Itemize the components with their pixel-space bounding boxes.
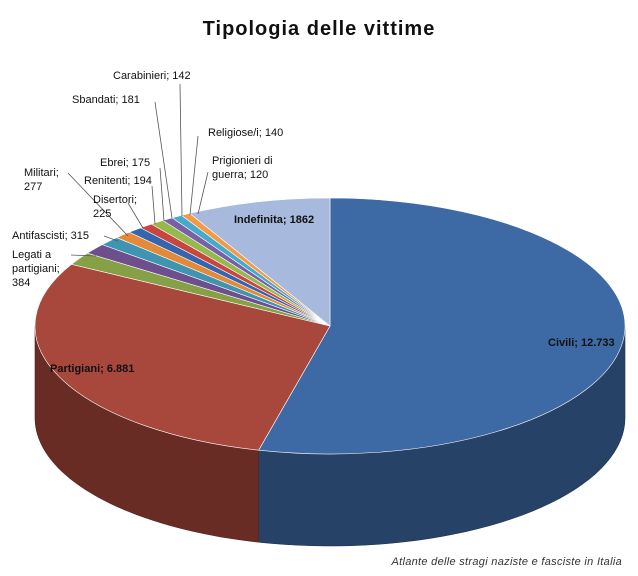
data-label-ebrei: Ebrei; 175 (100, 157, 150, 169)
leader-line-religiose-i (189, 135, 199, 216)
data-label-disertori: Disertori; 225 (93, 194, 137, 220)
data-label-legati-a-partigiani: Legati a partigiani; 384 (12, 249, 60, 289)
slice-civili (258, 197, 626, 455)
data-label-religiose-i: Religiose/i; 140 (208, 127, 283, 139)
leader-line-legati-a-partigiani (70, 254, 97, 257)
leader-line-renitenti (151, 185, 156, 225)
leader-line-militari (67, 172, 129, 237)
slice-indefinita (189, 197, 331, 327)
data-label-antifascisti: Antifascisti; 315 (12, 230, 89, 242)
data-label-indefinita: Indefinita; 1862 (234, 214, 314, 226)
data-label-sbandati: Sbandati; 181 (72, 94, 140, 106)
data-label-partigiani: Partigiani; 6.881 (50, 363, 134, 375)
leader-line-carabinieri (179, 83, 183, 217)
data-label-carabinieri: Carabinieri; 142 (113, 70, 191, 82)
chart-source: Atlante delle stragi naziste e fasciste … (391, 556, 622, 568)
data-label-renitenti: Renitenti; 194 (84, 175, 152, 187)
data-label-prigionieri-di-guerra: Prigionieri di guerra; 120 (212, 155, 273, 181)
leader-line-ebrei (159, 167, 165, 222)
leader-line-prigionieri-di-guerra (197, 171, 209, 215)
leader-line-sbandati (154, 101, 173, 219)
leader-line-antifascisti (103, 235, 119, 242)
data-label-civili: Civili; 12.733 (548, 337, 615, 349)
chart-title: Tipologia delle vittime (202, 18, 436, 40)
data-label-militari: Militari; 277 (24, 167, 59, 193)
leader-line-disertori (127, 202, 144, 229)
slice-partigiani (34, 263, 331, 451)
